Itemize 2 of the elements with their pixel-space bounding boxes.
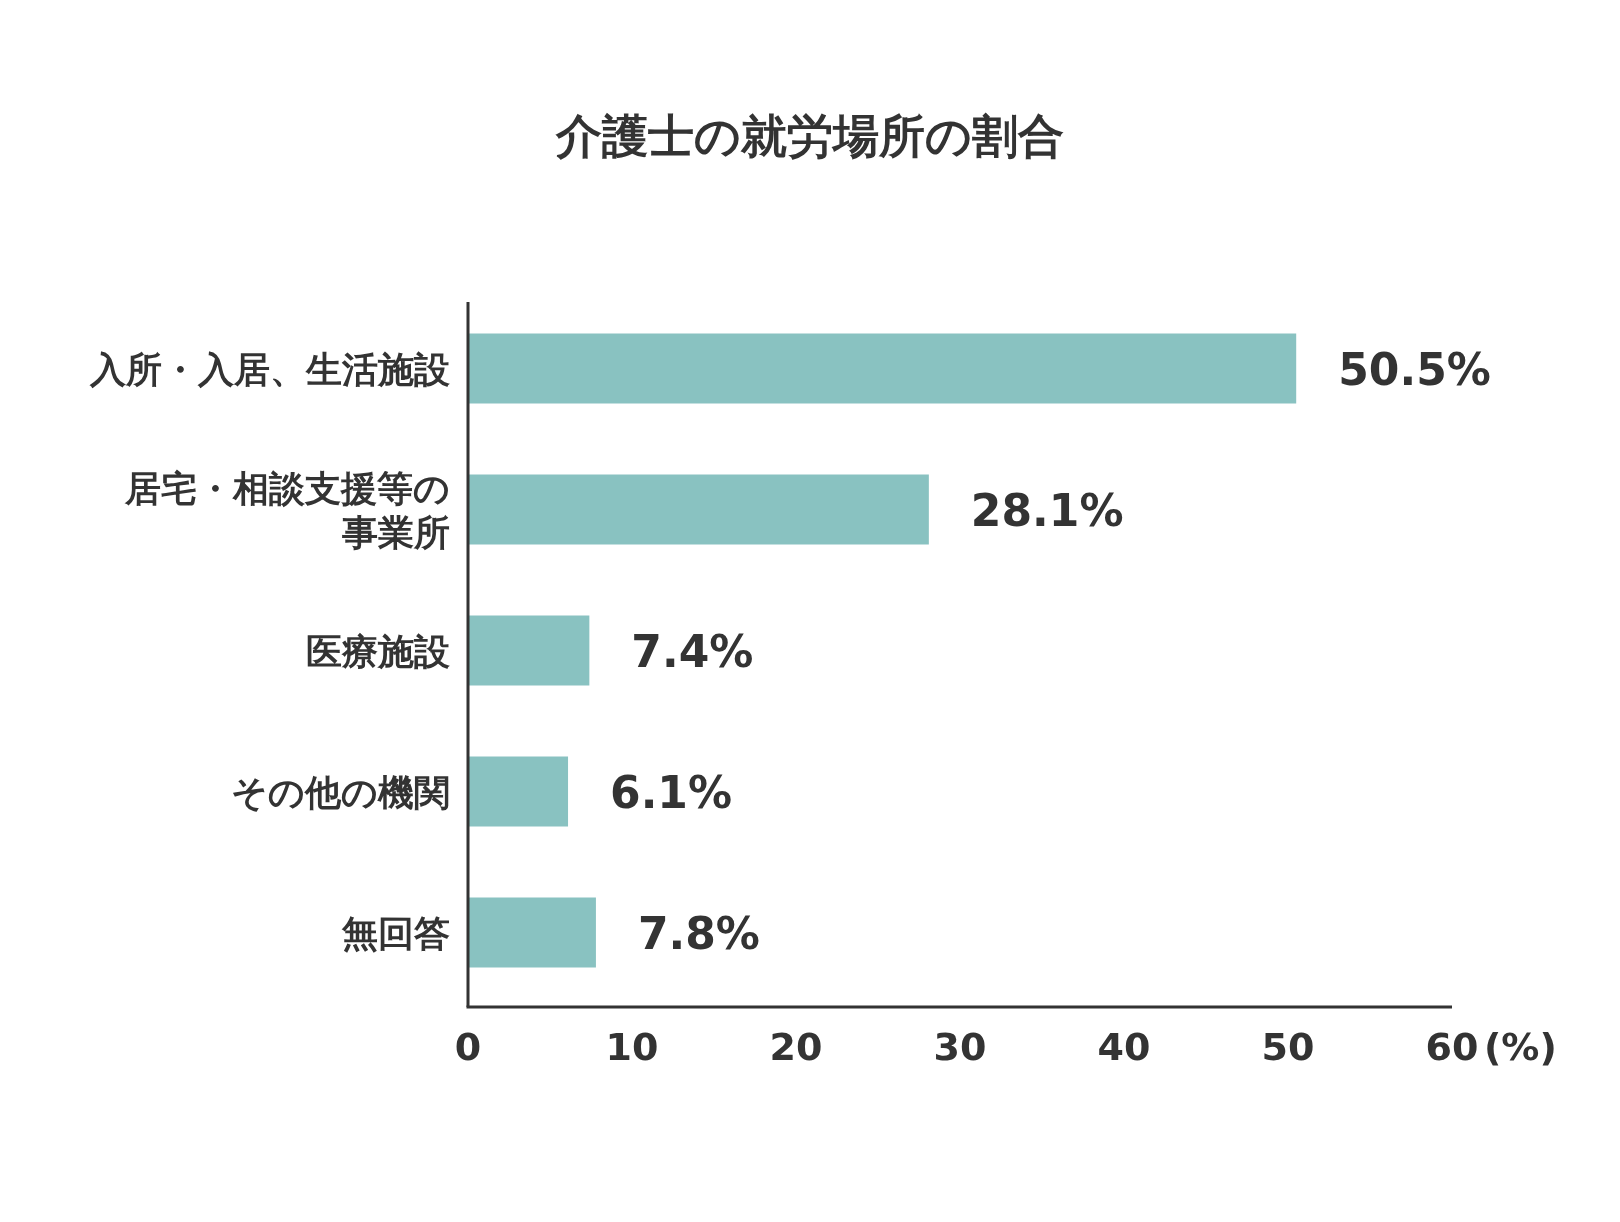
x-label: (%)	[1484, 1025, 1557, 1069]
title: 介護士の就労場所の割合	[556, 109, 1064, 163]
